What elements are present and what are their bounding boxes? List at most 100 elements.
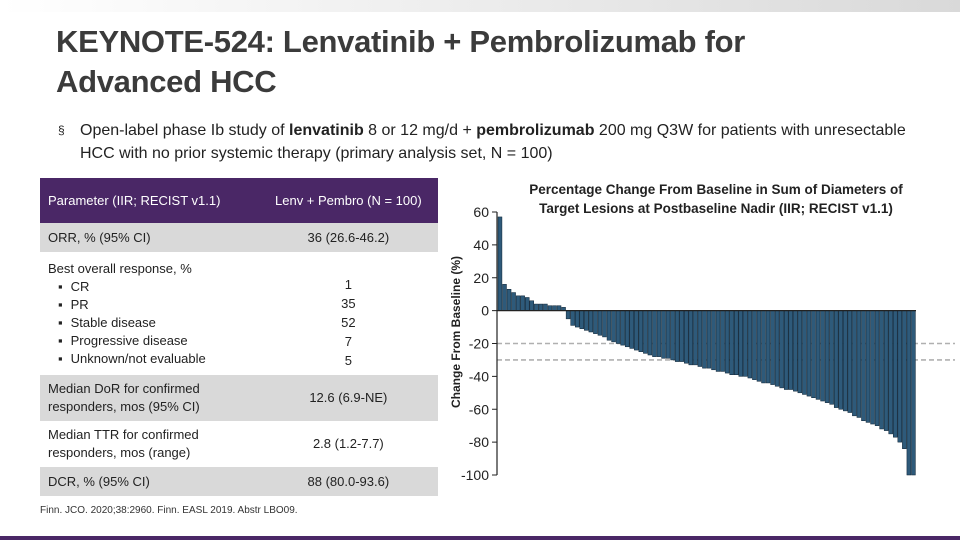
waterfall-bar <box>788 310 793 390</box>
top-gradient-bar <box>0 0 960 12</box>
waterfall-bar <box>870 310 875 425</box>
bullet-drug-lenvatinib: lenvatinib <box>289 122 364 139</box>
waterfall-bar <box>674 310 680 362</box>
waterfall-bar <box>783 310 789 390</box>
waterfall-bar <box>506 289 512 311</box>
waterfall-bar <box>574 310 580 328</box>
waterfall-bar <box>665 310 671 359</box>
waterfall-bar <box>497 216 503 311</box>
waterfall-bar <box>670 310 675 361</box>
waterfall-bar <box>711 310 716 371</box>
waterfall-bar <box>806 310 812 397</box>
bullet-text-part: 200 mg Q3W for patients with unresectabl… <box>80 122 906 162</box>
waterfall-bar <box>833 310 839 408</box>
bor-item-sd: Stable disease <box>48 314 251 332</box>
waterfall-bar <box>661 310 666 359</box>
waterfall-bar <box>697 310 703 367</box>
waterfall-bar <box>706 310 712 369</box>
waterfall-bar <box>770 310 775 385</box>
waterfall-bar <box>570 310 575 326</box>
waterfall-bar <box>856 310 862 418</box>
waterfall-bar <box>738 310 743 377</box>
waterfall-bar <box>874 310 880 426</box>
slide-title: KEYNOTE-524: Lenvatinib + Pembrolizumab … <box>56 22 916 102</box>
table-row-ttr: Median TTR for confirmed responders, mos… <box>40 421 438 467</box>
y-tick-label: -40 <box>469 368 489 384</box>
bor-item-pr: PR <box>48 296 251 314</box>
ttr-label: Median TTR for confirmed responders, mos… <box>40 421 259 467</box>
waterfall-bar <box>906 310 912 476</box>
y-axis-label: Change From Baseline (%) <box>449 256 463 408</box>
waterfall-bar <box>893 310 898 438</box>
waterfall-bar <box>679 310 684 362</box>
header-parameter: Parameter (IIR; RECIST v1.1) <box>40 178 259 223</box>
y-tick-label: 20 <box>473 270 489 286</box>
waterfall-bar <box>852 310 857 417</box>
y-tick-label: -80 <box>469 434 489 450</box>
y-tick-label: 60 <box>473 204 489 220</box>
waterfall-bar <box>515 295 521 311</box>
waterfall-bar <box>774 310 780 387</box>
waterfall-bar <box>615 310 621 344</box>
waterfall-bar <box>743 310 748 377</box>
waterfall-bar <box>829 310 834 405</box>
waterfall-bar <box>811 310 816 399</box>
waterfall-bar <box>624 310 630 348</box>
table-row-dcr: DCR, % (95% CI) 88 (80.0-93.6) <box>40 467 438 496</box>
waterfall-bar <box>911 310 916 476</box>
waterfall-bar <box>684 310 689 364</box>
waterfall-bar <box>602 310 607 338</box>
waterfall-bar <box>579 310 584 329</box>
dcr-value: 88 (80.0-93.6) <box>258 467 438 496</box>
dcr-label: DCR, % (95% CI) <box>40 467 259 496</box>
waterfall-bar <box>847 310 853 413</box>
waterfall-bar <box>879 310 884 430</box>
dor-label: Median DoR for confirmed responders, mos… <box>40 375 259 421</box>
bullet-text: Open-label phase Ib study of lenvatinib … <box>80 119 918 165</box>
bullet-text-part: Open-label phase Ib study of <box>80 122 290 139</box>
waterfall-bar <box>538 303 544 311</box>
waterfall-bar <box>752 310 757 380</box>
y-tick-label: 0 <box>481 303 489 319</box>
bor-item-cr: CR <box>48 278 251 296</box>
waterfall-bar <box>897 310 903 443</box>
waterfall-bar <box>502 284 507 311</box>
bottom-accent-bar <box>0 536 960 540</box>
waterfall-bar <box>520 295 525 311</box>
waterfall-bar <box>720 310 725 372</box>
waterfall-bar <box>643 310 648 354</box>
waterfall-bar <box>820 310 825 402</box>
waterfall-bar <box>547 305 553 311</box>
waterfall-bar <box>525 297 530 311</box>
chart-title-line-1: Percentage Change From Baseline in Sum o… <box>529 182 903 216</box>
waterfall-bar <box>734 310 739 375</box>
waterfall-bar <box>888 310 893 435</box>
title-line-1: KEYNOTE-524: Lenvatinib + Pembrolizumab … <box>56 24 746 59</box>
waterfall-chart: Percentage Change From Baseline in Sum o… <box>449 182 955 483</box>
waterfall-bar <box>634 310 639 351</box>
waterfall-bar <box>638 310 644 352</box>
waterfall-bar <box>606 310 612 341</box>
bor-value-ne: 5 <box>344 353 352 368</box>
waterfall-bar <box>779 310 784 389</box>
waterfall-bar <box>565 310 571 320</box>
chart-y-axis: 60 40 20 0 -20 -40 -60 -80 -100 <box>461 204 916 483</box>
waterfall-bar <box>715 310 721 372</box>
waterfall-bar <box>611 310 616 343</box>
waterfall-bar <box>588 310 594 333</box>
bor-item-pd: Progressive disease <box>48 332 251 350</box>
waterfall-bar <box>552 305 557 311</box>
waterfall-bar <box>865 310 871 423</box>
footnote: Finn. JCO. 2020;38:2960. Finn. EASL 2019… <box>40 505 298 516</box>
waterfall-bar <box>656 310 662 357</box>
waterfall-bar <box>765 310 771 384</box>
title-line-2: Advanced HCC <box>56 64 277 99</box>
waterfall-bar <box>756 310 762 382</box>
waterfall-bar <box>534 303 539 311</box>
waterfall-bar <box>883 310 889 431</box>
table-row-bor: Best overall response, % CR PR Stable di… <box>40 252 438 375</box>
bor-cell: Best overall response, % CR PR Stable di… <box>40 252 259 375</box>
efficacy-table: Parameter (IIR; RECIST v1.1) Lenv + Pemb… <box>40 178 438 496</box>
orr-value: 36 (26.6-46.2) <box>258 223 438 252</box>
bor-value-cr: 1 <box>344 277 352 292</box>
